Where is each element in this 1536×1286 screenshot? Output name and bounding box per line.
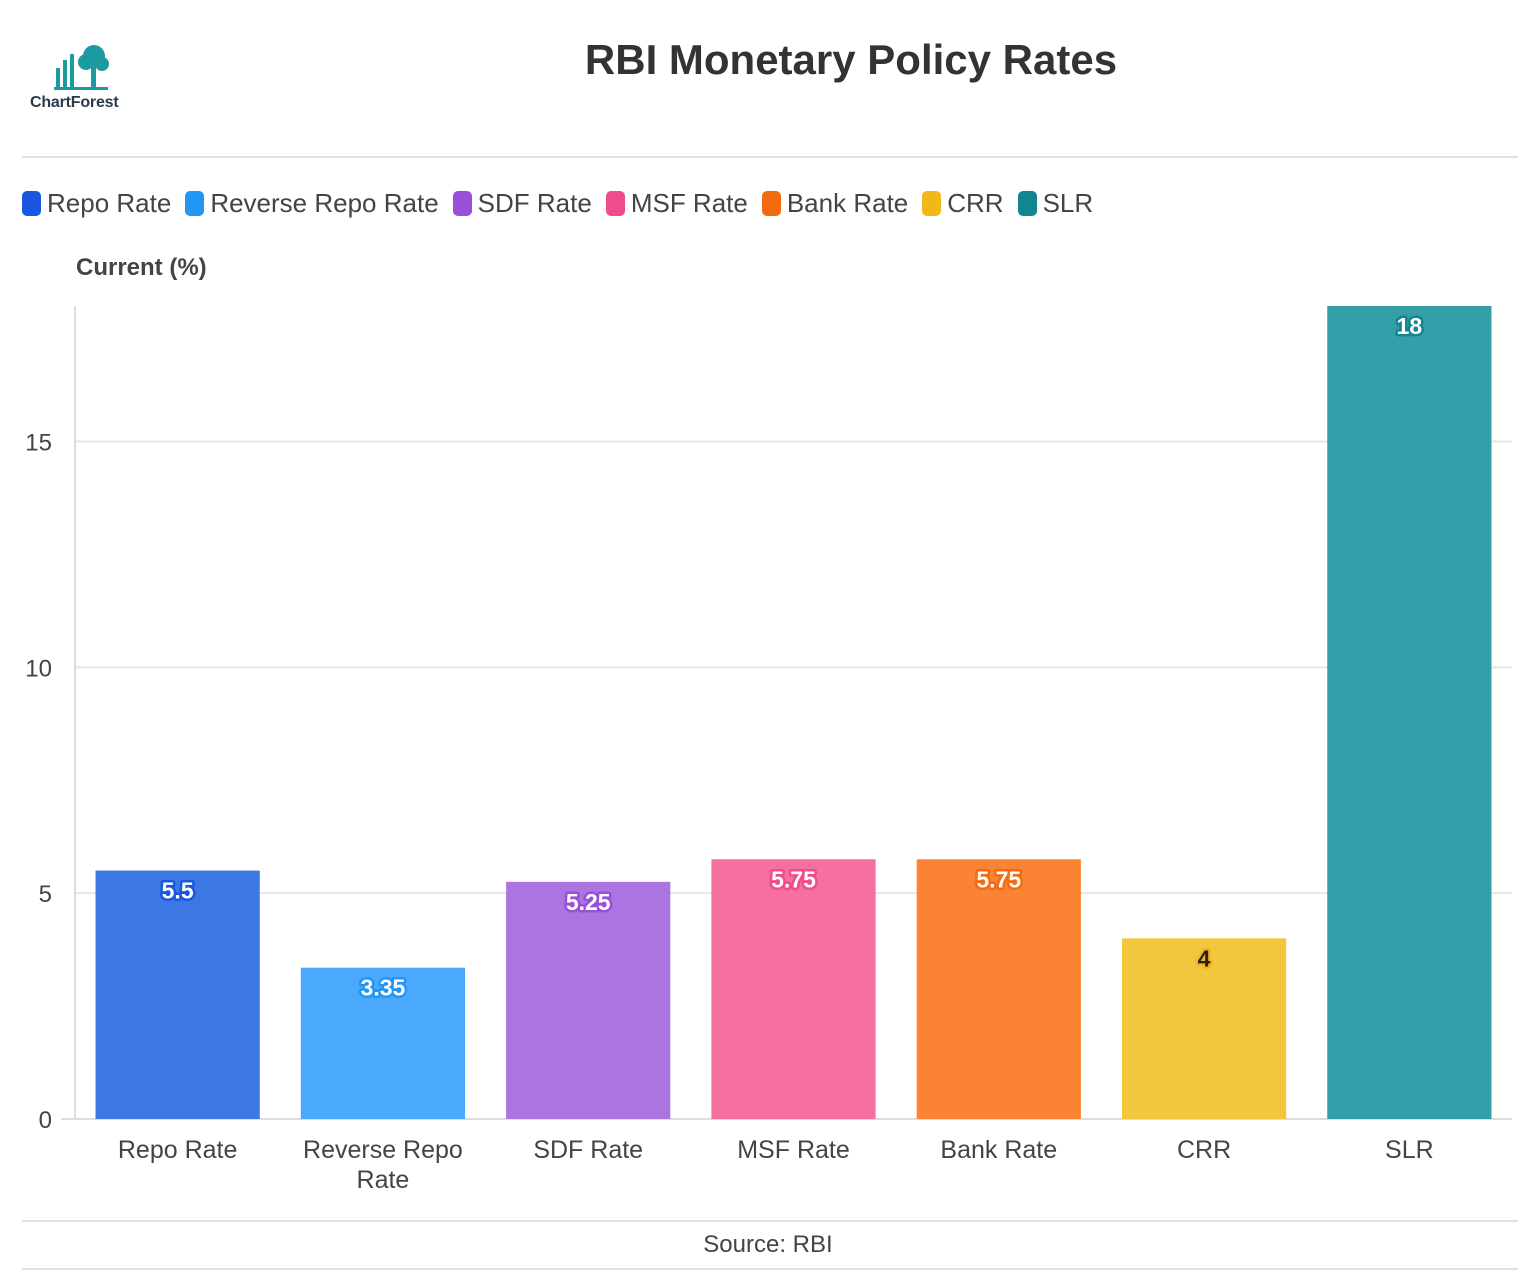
data-label-crr: 4 xyxy=(1198,945,1211,971)
bar-msf-rate xyxy=(711,859,876,1119)
legend-swatch-repo-rate xyxy=(22,191,41,216)
data-label-bank-rate: 5.75 xyxy=(976,866,1021,892)
legend-label-reverse-repo-rate: Reverse Repo Rate xyxy=(210,188,439,218)
bar-sdf-rate xyxy=(506,881,671,1119)
bar-reverse-repo-rate xyxy=(300,967,466,1119)
x-tick-label-bank-rate: Bank Rate xyxy=(940,1136,1057,1164)
source-note: Source: RBI xyxy=(703,1231,833,1258)
y-tick-label-15: 15 xyxy=(25,430,52,457)
x-tick-label-repo-rate: Repo Rate xyxy=(118,1136,238,1164)
y-tick-label-10: 10 xyxy=(25,655,52,682)
footer-divider-bottom xyxy=(22,1268,1518,1270)
legend-swatch-reverse-repo-rate xyxy=(185,191,205,216)
legend: Repo Rate Reverse Repo Rate SDF Rate MSF… xyxy=(22,188,1093,219)
legend-label-crr: CRR xyxy=(947,188,1004,218)
data-label-msf-rate: 5.75 xyxy=(771,866,816,892)
legend-swatch-sdf-rate xyxy=(452,191,472,216)
legend-item-sdf-rate[interactable]: SDF Rate xyxy=(452,188,592,219)
data-label-reverse-repo-rate: 3.35 xyxy=(361,975,406,1001)
legend-swatch-msf-rate xyxy=(605,191,625,216)
legend-item-bank-rate[interactable]: Bank Rate xyxy=(761,188,909,219)
legend-swatch-crr xyxy=(922,191,942,216)
y-axis-title: Current (%) xyxy=(76,254,207,281)
legend-swatch-bank-rate xyxy=(761,191,781,216)
bar-bank-rate xyxy=(916,859,1081,1119)
x-tick-label-crr: CRR xyxy=(1177,1136,1231,1164)
legend-label-msf-rate: MSF Rate xyxy=(630,188,748,218)
x-tick-label-sdf-rate: SDF Rate xyxy=(533,1136,643,1164)
legend-item-crr[interactable]: CRR xyxy=(922,188,1004,219)
y-tick-label-5: 5 xyxy=(39,881,52,908)
x-tick-label-msf-rate: MSF Rate xyxy=(737,1136,850,1164)
legend-label-sdf-rate: SDF Rate xyxy=(477,188,592,218)
x-tick-label-slr: SLR xyxy=(1385,1136,1434,1164)
x-tick-label-reverse-repo-rate: Reverse Repo Rate xyxy=(303,1136,463,1194)
tree-chart-icon xyxy=(54,45,109,90)
legend-item-msf-rate[interactable]: MSF Rate xyxy=(605,188,748,219)
legend-label-bank-rate: Bank Rate xyxy=(786,188,909,218)
logo-text: ChartForest xyxy=(30,94,119,111)
legend-item-reverse-repo-rate[interactable]: Reverse Repo Rate xyxy=(185,188,439,219)
legend-item-repo-rate[interactable]: Repo Rate xyxy=(22,188,171,219)
legend-label-repo-rate: Repo Rate xyxy=(47,188,172,218)
legend-swatch-slr xyxy=(1017,191,1037,216)
data-label-slr: 18 xyxy=(1397,313,1423,339)
data-label-sdf-rate: 5.25 xyxy=(566,889,611,915)
data-label-repo-rate: 5.5 xyxy=(162,878,194,904)
footer-divider-top xyxy=(22,1220,1518,1222)
legend-label-slr: SLR xyxy=(1042,188,1094,218)
bar-crr xyxy=(1121,938,1287,1119)
bar-slr xyxy=(1327,306,1492,1119)
bar-repo-rate xyxy=(95,870,260,1119)
y-tick-label-0: 0 xyxy=(39,1107,52,1134)
chartforest-logo: ChartForest xyxy=(30,42,140,117)
header-divider xyxy=(22,156,1518,158)
legend-item-slr[interactable]: SLR xyxy=(1017,188,1094,219)
chart-title: RBI Monetary Policy Rates xyxy=(584,36,1118,83)
